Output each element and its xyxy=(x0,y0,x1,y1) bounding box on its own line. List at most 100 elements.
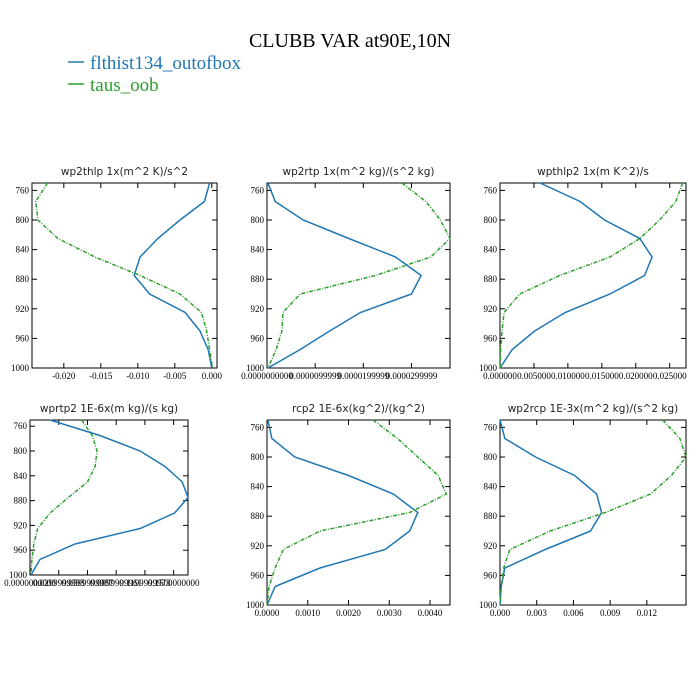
y-tick-label: 840 xyxy=(484,245,498,255)
x-tick-label: 0.020000 xyxy=(619,371,653,381)
x-tick-label: 0.0000 xyxy=(255,608,280,618)
y-tick-label: 880 xyxy=(251,274,265,284)
x-tick-label: 0.000000 xyxy=(483,371,517,381)
x-tick-label: -0.020 xyxy=(52,371,76,381)
y-tick-label: 800 xyxy=(251,215,265,225)
series-line xyxy=(267,182,423,369)
plot-frame xyxy=(499,419,687,606)
x-tick-label: 0.0030 xyxy=(377,608,402,618)
x-tick-label: 0.0899999961 xyxy=(90,578,142,588)
x-tick-label: 0.0000000000 xyxy=(241,371,293,381)
y-tick-label: 880 xyxy=(16,274,30,284)
panel-title: rcp2 1E-6x(kg^2)/(kg^2) xyxy=(292,403,425,415)
y-tick-label: 1000 xyxy=(246,363,265,373)
x-tick-label: 0.1500000000 xyxy=(148,578,200,588)
y-tick-label: 960 xyxy=(16,333,30,343)
series-line xyxy=(266,419,448,606)
series-line xyxy=(499,182,653,369)
y-tick-label: 840 xyxy=(251,245,265,255)
y-tick-label: 920 xyxy=(484,304,498,314)
x-tick-label: 0.005000 xyxy=(517,371,551,381)
plot-frame xyxy=(499,182,687,369)
x-tick-label: 0.015000 xyxy=(585,371,619,381)
plot-frame xyxy=(31,182,218,369)
y-tick-label: 920 xyxy=(14,520,28,530)
x-tick-label: -0.005 xyxy=(163,371,187,381)
panel: wpthlp2 1x(m K^2)/s 760 800 840 880 920 960 100… xyxy=(479,166,687,381)
y-tick-label: 840 xyxy=(14,471,28,481)
y-tick-label: 960 xyxy=(251,570,265,580)
y-tick-label: 800 xyxy=(484,452,498,462)
y-tick-label: 880 xyxy=(484,511,498,521)
y-tick-label: 960 xyxy=(484,333,498,343)
panel-title: wprtp2 1E-6x(m kg)/(s kg) xyxy=(40,403,178,415)
y-tick-label: 920 xyxy=(251,541,265,551)
x-tick-label: 0.025000 xyxy=(653,371,687,381)
panel-title: wp2rcp 1E-3x(m^2 kg)/(s^2 kg) xyxy=(508,403,679,415)
y-tick-label: 760 xyxy=(484,422,498,432)
legend-entry: taus_oob xyxy=(90,75,159,96)
series-line xyxy=(499,419,603,606)
y-tick-label: 840 xyxy=(251,482,265,492)
x-tick-label: 0.1199999973 xyxy=(119,578,171,588)
x-tick-label: 0.0299999993 xyxy=(33,578,85,588)
y-tick-label: 1000 xyxy=(11,363,30,373)
series-line xyxy=(499,182,684,369)
plot-frame xyxy=(266,182,451,369)
x-tick-label: 0.000 xyxy=(202,371,223,381)
series-line xyxy=(30,419,98,576)
y-tick-label: 920 xyxy=(16,304,30,314)
y-tick-label: 800 xyxy=(251,452,265,462)
x-tick-label: 0.003 xyxy=(527,608,548,618)
y-tick-label: 800 xyxy=(14,446,28,456)
panel-title: wp2rtp 1x(m^2 kg)/(s^2 kg) xyxy=(282,166,434,178)
x-tick-label: 0.0599999987 xyxy=(62,578,114,588)
y-tick-label: 880 xyxy=(251,511,265,521)
y-tick-label: 1000 xyxy=(479,363,498,373)
y-tick-label: 840 xyxy=(16,245,30,255)
x-tick-label: 0.010000 xyxy=(551,371,585,381)
x-tick-label: 0.0000199999 xyxy=(337,371,389,381)
y-tick-label: 760 xyxy=(251,185,265,195)
series-line xyxy=(267,182,451,369)
panel-title: wp2thlp 1x(m^2 K)/s^2 xyxy=(61,166,188,178)
figure-title: CLUBB VAR at90E,10N xyxy=(249,30,451,52)
panel: rcp2 1E-6x(kg^2)/(kg^2) 760 800 840 880 920 96… xyxy=(246,403,451,618)
x-tick-label: 0.0000000000 xyxy=(4,578,56,588)
panel-title: wpthlp2 1x(m K^2)/s xyxy=(537,166,649,178)
plot-frame xyxy=(29,419,189,576)
y-tick-label: 840 xyxy=(484,482,498,492)
y-tick-label: 960 xyxy=(251,333,265,343)
y-tick-label: 880 xyxy=(14,496,28,506)
panel: wp2rcp 1E-3x(m^2 kg)/(s^2 kg) 760 800 840 88… xyxy=(479,403,687,618)
x-tick-label: 0.0000299999 xyxy=(386,371,438,381)
y-tick-label: 800 xyxy=(484,215,498,225)
x-tick-label: 0.006 xyxy=(563,608,584,618)
x-tick-label: 0.0000099999 xyxy=(289,371,341,381)
y-tick-label: 760 xyxy=(251,422,265,432)
series-line xyxy=(499,419,687,606)
x-tick-label: 0.0020 xyxy=(336,608,361,618)
x-tick-label: 0.000 xyxy=(490,608,511,618)
legend-entry: flthist134_outofbox xyxy=(90,53,241,74)
y-tick-label: 1000 xyxy=(246,600,265,610)
panel: wp2rtp 1x(m^2 kg)/(s^2 kg) 760 800 840 880 92… xyxy=(241,166,451,381)
x-tick-label: 0.0040 xyxy=(418,608,443,618)
x-tick-label: 0.012 xyxy=(637,608,657,618)
plot-frame xyxy=(266,419,451,606)
y-tick-label: 880 xyxy=(484,274,498,284)
y-tick-label: 760 xyxy=(14,421,28,431)
series-line xyxy=(34,182,214,369)
series-line xyxy=(133,182,213,369)
y-tick-label: 1000 xyxy=(9,570,28,580)
y-tick-label: 920 xyxy=(251,304,265,314)
y-tick-label: 920 xyxy=(484,541,498,551)
x-tick-label: -0.015 xyxy=(89,371,113,381)
series-line xyxy=(30,419,189,576)
y-tick-label: 960 xyxy=(14,545,28,555)
panel: wp2thlp 1x(m^2 K)/s^2 760 800 840 880 920 960 1… xyxy=(11,166,222,381)
x-tick-label: 0.009 xyxy=(600,608,621,618)
y-tick-label: 960 xyxy=(484,570,498,580)
y-tick-label: 800 xyxy=(16,215,30,225)
